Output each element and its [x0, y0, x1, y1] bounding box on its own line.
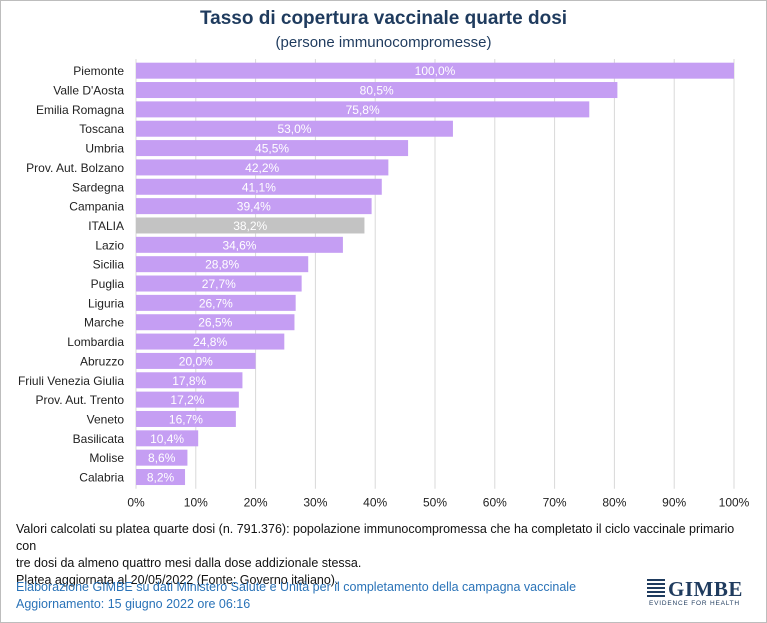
category-label: Basilicata — [73, 432, 125, 446]
category-label: ITALIA — [88, 219, 124, 233]
bar — [136, 391, 239, 408]
data-label: 28,8% — [205, 258, 239, 272]
bar — [136, 449, 188, 466]
data-label: 26,7% — [199, 296, 233, 310]
x-tick-label: 20% — [244, 496, 268, 510]
x-tick-label: 30% — [303, 496, 327, 510]
bar-chart: 0% 10% 20% 30% 40% 50% 60% 70% 80% 90% 100% Piemont… — [18, 59, 750, 510]
category-label: Valle D'Aosta — [53, 84, 124, 98]
source-footer: Elaborazione GIMBE su dati Ministero Sal… — [16, 579, 576, 613]
category-label: Piemonte — [73, 64, 124, 78]
bar — [136, 217, 365, 234]
data-label: 8,6% — [148, 451, 176, 465]
x-tick-label: 100% — [719, 496, 750, 510]
x-tick-label: 40% — [363, 496, 387, 510]
data-label: 42,2% — [245, 161, 279, 175]
x-tick-label: 80% — [602, 496, 626, 510]
data-label: 26,5% — [198, 316, 232, 330]
logo-tagline: EVIDENCE FOR HEALTH — [649, 600, 740, 607]
bar — [136, 294, 296, 311]
data-label: 17,8% — [172, 374, 206, 388]
bar — [136, 62, 734, 79]
x-tick-label: 60% — [483, 496, 507, 510]
category-label: Puglia — [91, 277, 125, 291]
category-label: Emilia Romagna — [36, 103, 124, 117]
bar — [136, 159, 389, 176]
methodology-note: Valori calcolati su platea quarte dosi (… — [16, 521, 756, 589]
bar — [136, 469, 186, 486]
note-line-1: Valori calcolati su platea quarte dosi (… — [16, 522, 735, 553]
data-label: 17,2% — [170, 393, 204, 407]
category-label: Molise — [89, 451, 124, 465]
data-label: 100,0% — [415, 64, 456, 78]
data-label: 39,4% — [237, 200, 271, 214]
data-label: 24,8% — [193, 335, 227, 349]
bar — [136, 198, 372, 215]
category-label: Prov. Aut. Bolzano — [26, 161, 124, 175]
data-label: 45,5% — [255, 142, 289, 156]
bar — [136, 410, 236, 427]
x-tick-label: 10% — [184, 496, 208, 510]
category-label: Calabria — [79, 471, 124, 485]
data-label: 53,0% — [277, 122, 311, 136]
category-label: Umbria — [85, 142, 124, 156]
bar — [136, 256, 309, 273]
footer-line-1: Elaborazione GIMBE su dati Ministero Sal… — [16, 580, 577, 594]
bar — [136, 82, 618, 99]
category-label: Liguria — [88, 296, 124, 310]
category-label: Marche — [84, 316, 124, 330]
bar — [136, 430, 199, 447]
data-label: 41,1% — [242, 180, 276, 194]
category-label: Veneto — [87, 412, 125, 426]
x-tick-label: 90% — [662, 496, 686, 510]
data-label: 8,2% — [147, 471, 175, 485]
data-label: 16,7% — [169, 412, 203, 426]
category-label: Friuli Venezia Giulia — [18, 374, 124, 388]
note-line-3: Platea aggiornata al 20/05/2022 (Fonte: … — [16, 573, 339, 587]
category-label: Sicilia — [93, 258, 125, 272]
bar — [136, 101, 590, 118]
category-label: Campania — [69, 200, 124, 214]
x-tick-label: 70% — [543, 496, 567, 510]
logo-name: GIMBE — [668, 577, 743, 601]
bar — [136, 314, 295, 331]
bar — [136, 236, 343, 253]
bar — [136, 333, 285, 350]
chart-subtitle: (persone immunocompromesse) — [275, 34, 492, 51]
category-label: Prov. Aut. Trento — [36, 393, 125, 407]
category-label: Sardegna — [72, 180, 124, 194]
bar — [136, 352, 256, 369]
chart-title: Tasso di copertura vaccinale quarte dosi — [199, 8, 568, 29]
bar — [136, 275, 302, 292]
category-label: Toscana — [79, 122, 124, 136]
x-tick-label: 0% — [127, 496, 145, 510]
data-label: 38,2% — [233, 219, 267, 233]
data-label: 20,0% — [179, 354, 213, 368]
bar — [136, 140, 409, 157]
data-label: 80,5% — [360, 84, 394, 98]
data-label: 34,6% — [222, 238, 256, 252]
bar — [136, 178, 382, 195]
category-label: Lombardia — [67, 335, 124, 349]
bar — [136, 372, 243, 389]
note-line-2: tre dosi da almeno quattro mesi dalla do… — [16, 556, 362, 570]
bar — [136, 120, 453, 137]
data-label: 75,8% — [346, 103, 380, 117]
logo-mark-icon — [647, 579, 665, 597]
category-label: Abruzzo — [80, 354, 124, 368]
category-label: Lazio — [95, 238, 124, 252]
x-tick-label: 50% — [423, 496, 447, 510]
data-label: 27,7% — [202, 277, 236, 291]
gimbe-logo: GIMBE EVIDENCE FOR HEALTH — [647, 577, 757, 611]
data-label: 10,4% — [150, 432, 184, 446]
footer-line-2: Aggiornamento: 15 giugno 2022 ore 06:16 — [16, 597, 251, 611]
